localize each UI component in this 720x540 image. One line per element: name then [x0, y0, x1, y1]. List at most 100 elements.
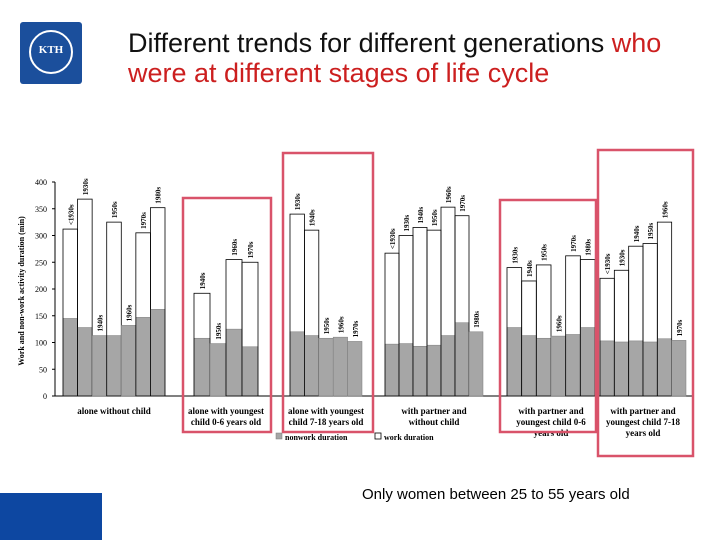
bar-work [535, 264, 552, 397]
bar-work [241, 261, 259, 397]
bar-nonwork [135, 317, 151, 397]
bar-nonwork [671, 340, 687, 397]
bar-nonwork [521, 335, 537, 397]
bar-nonwork [565, 334, 581, 397]
cohort-label: 1930s [403, 215, 411, 232]
chart: 0 50 100 150 200 250 300 350 400 Work and non-wor… [17, 148, 695, 458]
cohort-label: 1930s [511, 247, 519, 264]
bar-nonwork [150, 309, 166, 397]
title-part-1: Different trends for different generatio… [128, 28, 612, 58]
bar-nonwork [642, 341, 658, 397]
bar-nonwork [580, 327, 596, 397]
legend-label-work: work duration [384, 433, 434, 442]
bar-nonwork [536, 337, 552, 397]
cohort-label: 1970s [140, 212, 148, 229]
group-label: youngest child 0-6 [516, 417, 586, 427]
cohort-label: 1960s [337, 316, 345, 333]
bar-nonwork [289, 331, 305, 397]
cohort-label: 1930s [294, 193, 302, 210]
cohort-label: <1930s [67, 204, 75, 225]
bar-work [303, 229, 320, 397]
group-label: with partner and [610, 406, 675, 416]
bar-work [656, 221, 673, 397]
bar-nonwork [412, 345, 428, 397]
y-tick-label: 300 [35, 232, 47, 241]
highlight-box [596, 148, 695, 458]
bar-nonwork [468, 331, 484, 397]
bar-nonwork [347, 341, 363, 397]
bar-nonwork [209, 343, 227, 397]
kth-logo: KTH [20, 22, 82, 84]
slide-title: Different trends for different generatio… [128, 28, 688, 88]
bar-work [454, 215, 470, 397]
group-label: child 7-18 years old [289, 417, 364, 427]
bar-nonwork [77, 327, 93, 397]
bar-nonwork [506, 327, 522, 397]
cohort-label: <1930s [389, 228, 397, 249]
y-tick-label: 0 [43, 392, 47, 401]
y-tick-label: 50 [39, 365, 47, 374]
bar-nonwork [628, 340, 644, 397]
bar-nonwork [241, 346, 259, 397]
bar-nonwork [599, 340, 615, 397]
group-label: with partner and [518, 406, 583, 416]
bar-nonwork [550, 335, 566, 397]
bar-nonwork [384, 343, 400, 397]
bar-nonwork [121, 325, 137, 397]
group-label: alone with youngest [188, 406, 264, 416]
bar-nonwork [225, 328, 243, 397]
group-label: with partner and [401, 406, 466, 416]
group-label: years old [626, 428, 661, 438]
y-tick-label: 250 [35, 258, 47, 267]
cohort-label: 1970s [676, 319, 684, 336]
y-tick-label: 350 [35, 205, 47, 214]
bar-nonwork [62, 318, 78, 397]
highlight-box [281, 151, 375, 434]
bar-nonwork [398, 343, 414, 397]
bar-nonwork [193, 337, 211, 397]
group-label: alone with youngest [288, 406, 364, 416]
y-tick-label: 400 [35, 178, 47, 187]
cohort-label: 1940s [199, 272, 207, 289]
group-label: without child [409, 417, 460, 427]
bar-nonwork [91, 335, 107, 397]
bar-nonwork [657, 338, 672, 397]
cohort-label: 1970s [247, 241, 255, 258]
cohort-label: 1940s [526, 260, 534, 277]
cohort-label: 1950s [647, 223, 655, 240]
cohort-label: 1930s [82, 178, 90, 195]
cohort-label: 1950s [541, 244, 549, 261]
footer-panel [102, 468, 720, 540]
cohort-label: 1980s [155, 187, 163, 204]
y-axis-title: Work and non-work activity duration (min… [17, 216, 26, 366]
cohort-label: 1960s [231, 239, 239, 256]
bar-nonwork [318, 337, 334, 397]
logo-ring [29, 30, 73, 74]
cohort-label: 1960s [126, 304, 134, 321]
footnote: Only women between 25 to 55 years old [362, 486, 630, 503]
highlight-box [181, 196, 273, 434]
cohort-label: 1970s [352, 320, 360, 337]
cohort-label: 1980s [473, 311, 481, 328]
cohort-label: 1950s [111, 201, 119, 218]
y-tick-label: 100 [35, 339, 47, 348]
group-label: alone without child [77, 406, 151, 416]
bar-nonwork [106, 335, 122, 397]
group-label: child 0-6 years old [191, 417, 261, 427]
bar-work [77, 198, 93, 397]
cohort-label: <1930s [604, 253, 612, 274]
cohort-label: 1930s [619, 249, 627, 266]
cohort-label: 1960s [662, 201, 670, 218]
cohort-label: 1960s [445, 186, 453, 203]
bar-nonwork [304, 335, 320, 397]
cohort-label: 1940s [96, 315, 104, 332]
highlight-box [498, 198, 598, 434]
bar-nonwork [440, 335, 456, 397]
y-tick-label: 200 [35, 285, 47, 294]
cohort-label: 1950s [431, 209, 439, 226]
legend-label-nonwork: nonwork duration [285, 433, 348, 442]
legend-swatch-work [374, 432, 382, 440]
cohort-label: 1940s [417, 206, 425, 223]
bar-nonwork [454, 322, 470, 397]
cohort-label: 1950s [323, 317, 331, 334]
